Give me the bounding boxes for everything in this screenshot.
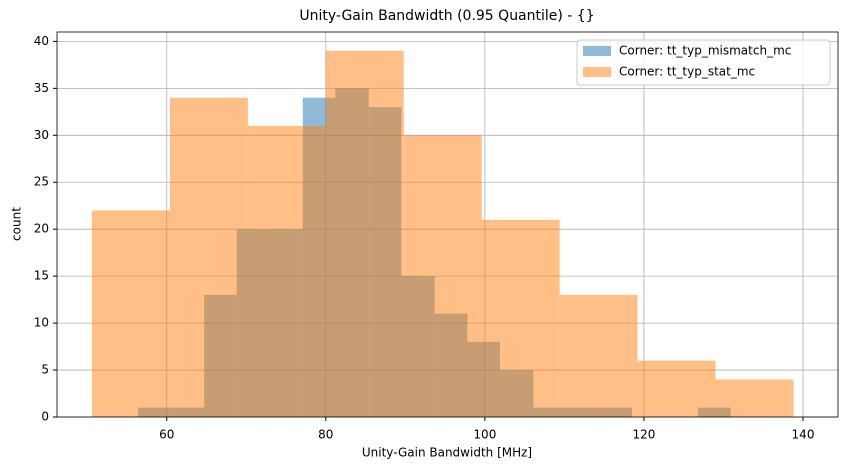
y-tick-label: 25 — [34, 175, 49, 189]
legend-label: Corner: tt_typ_mismatch_mc — [619, 44, 791, 58]
legend: Corner: tt_typ_mismatch_mc Corner: tt_typ… — [576, 39, 831, 86]
histogram-bar — [169, 97, 248, 418]
chart-title: Unity-Gain Bandwidth (0.95 Quantile) - {… — [299, 8, 594, 24]
histogram-bar — [247, 125, 326, 417]
histogram-bar — [481, 219, 560, 417]
x-tick-label: 80 — [318, 428, 333, 442]
legend-label: Corner: tt_typ_stat_mc — [619, 65, 755, 79]
x-tick-label: 100 — [473, 428, 496, 442]
histogram-bar — [403, 135, 482, 418]
legend-box — [576, 39, 831, 86]
y-tick-label: 20 — [34, 222, 49, 236]
x-axis-label: Unity-Gain Bandwidth [MHz] — [362, 446, 532, 460]
histogram-bar — [637, 360, 716, 417]
y-axis-label: count — [10, 207, 24, 241]
x-tick-label: 60 — [159, 428, 174, 442]
legend-swatch — [583, 67, 611, 77]
y-tick-label: 40 — [34, 34, 49, 48]
x-tick-label: 140 — [792, 428, 815, 442]
histogram-bar — [91, 210, 170, 417]
legend-swatch — [583, 46, 611, 56]
histogram-bar — [325, 50, 404, 417]
y-tick-label: 30 — [34, 128, 49, 142]
histogram-bar — [559, 294, 638, 417]
y-tick-label: 5 — [41, 363, 49, 377]
plot-frame — [56, 31, 839, 418]
y-tick-label: 35 — [34, 81, 49, 95]
x-tick-label: 120 — [632, 428, 655, 442]
y-tick-label: 15 — [34, 269, 49, 283]
y-tick-label: 10 — [34, 316, 49, 330]
y-tick-label: 0 — [41, 410, 49, 424]
histogram-bar — [715, 379, 794, 417]
